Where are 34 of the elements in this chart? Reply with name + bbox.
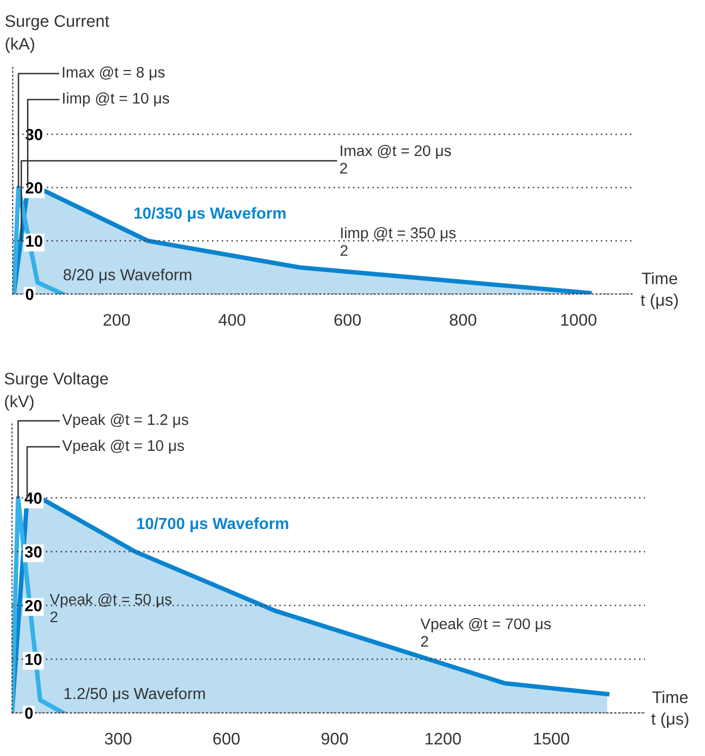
x-tick-label: 400: [218, 314, 246, 326]
y-tick-label: 20: [25, 600, 42, 612]
y-axis-title: Surge Voltage (kV): [4, 372, 108, 411]
annotation: Vpeak @t = 1.2 μs: [62, 414, 188, 428]
annotation: Iimp @t = 350 μs 2: [340, 227, 456, 256]
series-label: 10/350 μs Waveform: [134, 207, 286, 222]
series-label: 1.2/50 μs Waveform: [64, 687, 205, 702]
x-tick-label: 200: [104, 314, 130, 326]
y-tick-label: 10: [25, 654, 42, 666]
annotation: Iimp @t = 10 μs: [63, 92, 170, 107]
y-tick-label: 0: [26, 288, 34, 300]
x-tick-label: 600: [334, 314, 361, 326]
annotation: Imax @t = 20 μs 2: [340, 144, 451, 174]
series-label: 10/700 μs Waveform: [137, 517, 288, 532]
y-tick-label: 10: [26, 235, 42, 247]
annotation: Imax @t = 8 μs: [62, 66, 165, 80]
x-tick-label: 1500: [534, 732, 570, 745]
x-tick-label: 800: [450, 314, 476, 326]
y-axis-title: Surge Current (kA): [5, 15, 110, 54]
annotation: Vpeak @t = 50 μs 2: [50, 593, 172, 622]
y-tick-label: 40: [24, 492, 42, 504]
x-tick-label: 600: [213, 732, 240, 745]
y-tick-label: 30: [24, 546, 42, 558]
x-tick-label: 900: [322, 732, 348, 745]
x-axis-title: Time t (μs): [640, 272, 678, 310]
series-label: 8/20 μs Waveform: [64, 268, 192, 284]
x-tick-label: 1200: [426, 732, 461, 745]
x-tick-label: 300: [104, 732, 132, 745]
x-tick-label: 1000: [561, 314, 596, 326]
y-tick-label: 0: [25, 708, 33, 719]
y-tick-label: 20: [26, 182, 42, 194]
x-axis-title: Time t (μs): [651, 690, 688, 728]
annotation: Vpeak @t = 700 μs 2: [420, 618, 551, 647]
annotation: Vpeak @t = 10 μs: [62, 440, 184, 454]
